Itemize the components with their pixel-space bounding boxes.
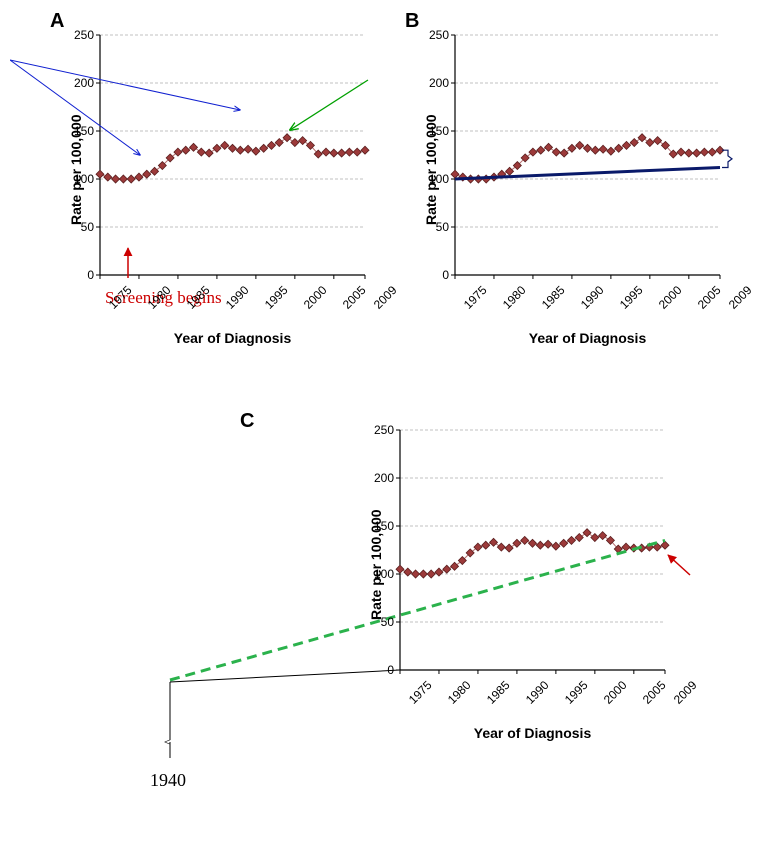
xlabel-c: Year of Diagnosis (400, 725, 665, 741)
plot-a (96, 35, 369, 279)
ytick-label: 150 (64, 124, 94, 138)
ytick-label: 150 (364, 519, 394, 533)
plots-svg (10, 10, 758, 834)
ytick-label: 0 (64, 268, 94, 282)
annotations (10, 60, 732, 758)
ytick-label: 150 (419, 124, 449, 138)
ytick-label: 100 (419, 172, 449, 186)
origin-year-label: 1940 (150, 770, 186, 791)
ytick-label: 250 (419, 28, 449, 42)
xlabel-a: Year of Diagnosis (100, 330, 365, 346)
xlabel-b: Year of Diagnosis (455, 330, 720, 346)
ytick-label: 200 (364, 471, 394, 485)
ytick-label: 50 (364, 615, 394, 629)
figure: A B C Rate per 100,000 Rate per 100,000 … (10, 10, 758, 834)
ytick-label: 250 (364, 423, 394, 437)
ytick-label: 0 (419, 268, 449, 282)
ytick-label: 0 (364, 663, 394, 677)
plot-b (451, 35, 724, 279)
ytick-label: 100 (64, 172, 94, 186)
plot-c (396, 430, 669, 674)
ytick-label: 50 (64, 220, 94, 234)
ytick-label: 200 (64, 76, 94, 90)
ytick-label: 200 (419, 76, 449, 90)
ytick-label: 100 (364, 567, 394, 581)
ytick-label: 250 (64, 28, 94, 42)
ytick-label: 50 (419, 220, 449, 234)
